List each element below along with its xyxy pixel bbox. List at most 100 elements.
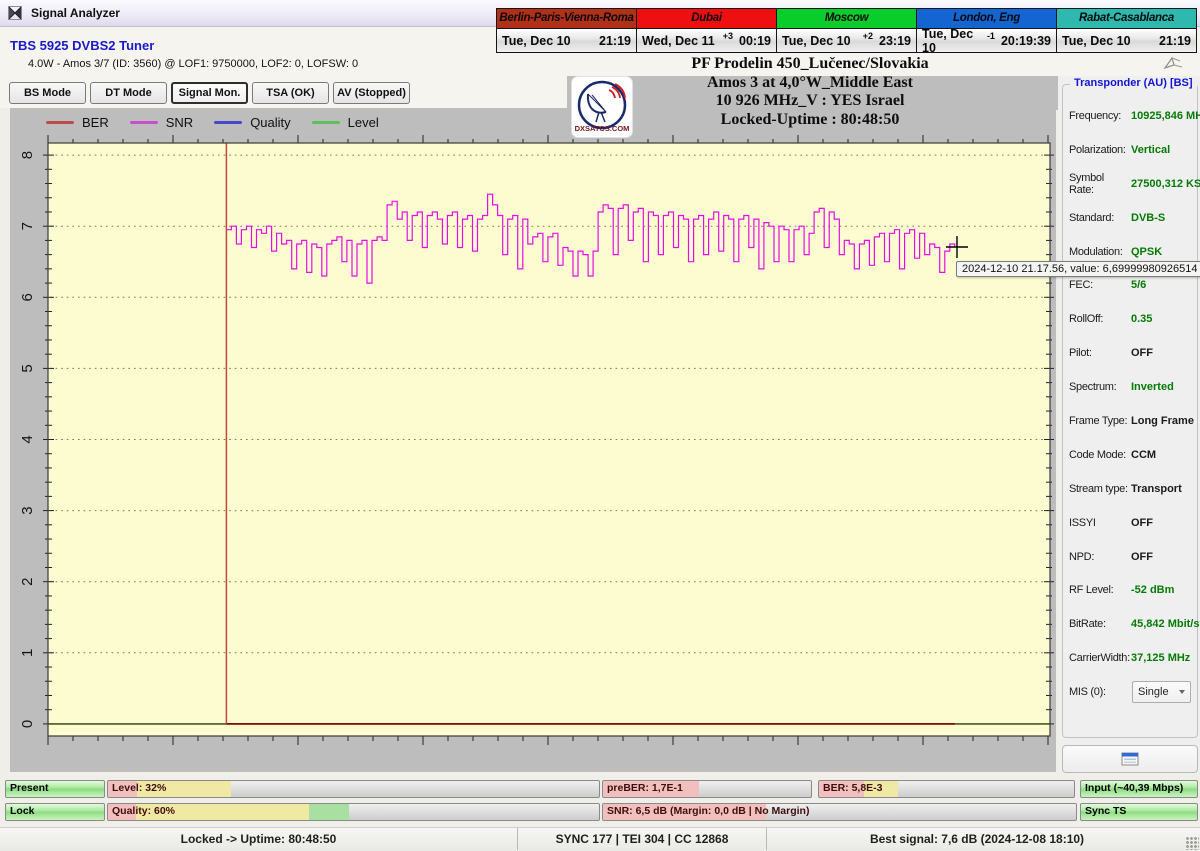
- tuner-settings: 4.0W - Amos 3/7 (ID: 3560) @ LOF1: 97500…: [28, 58, 359, 70]
- clock-city: Rabat-Casablanca: [1057, 9, 1196, 29]
- legend-item-level: Level: [311, 115, 379, 130]
- transponder-value: QPSK: [1131, 245, 1163, 258]
- clock-time-value: 21:19: [1159, 33, 1191, 48]
- meter-label: Lock: [10, 805, 35, 817]
- transponder-label: MIS (0):: [1069, 686, 1106, 699]
- transponder-label: BitRate:: [1069, 618, 1106, 631]
- meter-label: Level: 32%: [112, 782, 167, 794]
- meter-segment: [819, 781, 864, 797]
- meter-segment: [137, 781, 231, 797]
- legend-swatch: [129, 121, 158, 124]
- clock-utc-offset: +3: [722, 30, 734, 41]
- clock-utc-offset: +2: [862, 30, 874, 41]
- transponder-row-pilot: Pilot: OFF: [1063, 336, 1197, 370]
- clock-utc-offset: -1: [986, 30, 995, 41]
- level-meter: Level: 32%: [107, 780, 600, 798]
- transponder-row-polarization: Polarization: Vertical: [1063, 133, 1197, 167]
- transponder-value: OFF: [1131, 347, 1153, 360]
- legend-swatch: [46, 121, 74, 124]
- transponder-panel-title: Transponder (AU) [BS]: [1070, 77, 1197, 89]
- legend-label: BER: [82, 115, 109, 130]
- clock-date: Tue, Dec 10: [502, 33, 571, 48]
- meter-label: Quality: 60%: [112, 805, 176, 817]
- mode-button-row: BS Mode DT Mode Signal Mon. TSA (OK) AV (Sto…: [9, 82, 410, 104]
- clock-time-value: 23:19: [879, 33, 911, 48]
- transponder-label: Code Mode:: [1069, 448, 1126, 461]
- clock-time-value: 00:19: [739, 33, 771, 48]
- transponder-label: ISSYI: [1069, 516, 1096, 529]
- app-icon: [7, 5, 23, 21]
- transponder-rows: Frequency: 10925,846 MHz Polarization: Vert…: [1063, 99, 1200, 709]
- mis-select[interactable]: Single: [1132, 681, 1191, 704]
- transponder-row-mis-0: MIS (0): Single: [1063, 675, 1197, 709]
- mode-button-tsa-ok[interactable]: TSA (OK): [252, 82, 329, 104]
- clock-berlin-paris-vienna-roma: Berlin-Paris-Vienna-Roma Tue, Dec 10 21:19: [496, 8, 637, 53]
- transponder-row-issyi: ISSYI OFF: [1063, 506, 1197, 540]
- station-line-uptime: Locked-Uptime : 80:48:50: [720, 110, 900, 128]
- logo-text: DXSATCS.COM: [575, 124, 630, 133]
- chart-tooltip: 2024-12-10 21.17.56, value: 6,6999998092…: [956, 261, 1200, 277]
- y-axis-label: 7: [19, 222, 36, 230]
- chart-panel: BER SNR Quality Level 0 1 2 3 4 5 6 7 8: [10, 108, 1056, 772]
- transponder-value: 37,125 MHz: [1131, 652, 1191, 665]
- transponder-label: CarrierWidth:: [1069, 652, 1130, 665]
- chart-legend: BER SNR Quality Level: [46, 115, 400, 130]
- resize-grip[interactable]: [1186, 837, 1199, 850]
- meter-label: BER: 5,8E-3: [823, 782, 883, 794]
- legend-label: Level: [347, 115, 379, 130]
- transponder-label: Frame Type:: [1069, 414, 1128, 427]
- clock-date: Wed, Dec 11: [642, 33, 715, 48]
- mode-button-bs-mode[interactable]: BS Mode: [9, 82, 86, 104]
- transponder-label: Polarization:: [1069, 143, 1126, 156]
- transponder-label: FEC:: [1069, 279, 1093, 292]
- transponder-row-rf-level: RF Level: -52 dBm: [1063, 573, 1197, 607]
- clock-date: Tue, Dec 10: [782, 33, 851, 48]
- signature-icon: [1162, 55, 1184, 75]
- present-indicator: Present: [5, 780, 105, 798]
- clock-datetime: Tue, Dec 10 21:19: [1057, 29, 1196, 52]
- dxsatcs-logo: DXSATCS.COM: [572, 77, 632, 137]
- meter-label: preBER: 1,7E-1: [607, 782, 683, 794]
- window-title: Signal Analyzer: [31, 6, 120, 20]
- transponder-label: Spectrum:: [1069, 381, 1117, 394]
- station-line-dish: PF Prodelin 450_Lučenec/Slovakia: [691, 55, 929, 72]
- clock-datetime: Tue, Dec 10 +2 23:19: [777, 29, 916, 52]
- mode-button-av-stopped[interactable]: AV (Stopped): [333, 82, 410, 104]
- transponder-row-modulation: Modulation: QPSK: [1063, 235, 1197, 269]
- signal-chart[interactable]: 0 1 2 3 4 5 6 7 8: [10, 108, 1056, 772]
- status-uptime: Locked -> Uptime: 80:48:50: [180, 832, 337, 846]
- y-axis-label: 1: [19, 649, 36, 657]
- station-line-frequency: 10 926 MHz_V : YES Israel: [715, 92, 905, 109]
- status-sync-counters: SYNC 177 | TEI 304 | CC 12868: [517, 828, 766, 850]
- y-axis-label: 5: [19, 364, 36, 372]
- sync-ts-indicator: Sync TS: [1080, 803, 1198, 821]
- mode-button-dt-mode[interactable]: DT Mode: [90, 82, 167, 104]
- y-axis-label: 6: [19, 293, 36, 301]
- mode-button-signal-mon[interactable]: Signal Mon.: [171, 82, 248, 104]
- header-gray-strip: [567, 76, 1058, 110]
- transponder-row-frequency: Frequency: 10925,846 MHz: [1063, 99, 1200, 133]
- tuner-name: TBS 5925 DVBS2 Tuner: [10, 38, 155, 53]
- status-bar: Locked -> Uptime: 80:48:50 SYNC 177 | TE…: [0, 827, 1200, 851]
- quality-meter: Quality: 60%: [107, 803, 600, 821]
- clock-dubai: Dubai Wed, Dec 11 +3 00:19: [636, 8, 777, 53]
- meter-label: Input (~40,39 Mbps): [1085, 782, 1184, 794]
- legend-swatch: [214, 121, 243, 124]
- meter-label: Present: [10, 782, 49, 794]
- transponder-label: Stream type:: [1069, 482, 1128, 495]
- clock-london-eng: London, Eng Tue, Dec 10 -1 20:19:39: [916, 8, 1057, 55]
- transport-stream-window-button[interactable]: [1062, 745, 1198, 773]
- legend-item-ber: BER: [46, 115, 109, 130]
- meter-label: SNR: 6,5 dB (Margin: 0,0 dB | No Margin): [607, 805, 810, 817]
- transponder-label: Modulation:: [1069, 245, 1123, 258]
- transponder-value: DVB-S: [1131, 211, 1166, 224]
- y-axis-label: 8: [19, 151, 36, 159]
- transponder-label: Standard:: [1069, 211, 1115, 224]
- transponder-row-spectrum: Spectrum: Inverted: [1063, 370, 1197, 404]
- transponder-value: Transport: [1131, 482, 1182, 495]
- clock-datetime: Tue, Dec 10 -1 20:19:39: [917, 27, 1056, 55]
- preber-meter: preBER: 1,7E-1: [602, 780, 812, 798]
- window-list-icon: [1121, 752, 1139, 766]
- transponder-value: 0.35: [1131, 313, 1153, 326]
